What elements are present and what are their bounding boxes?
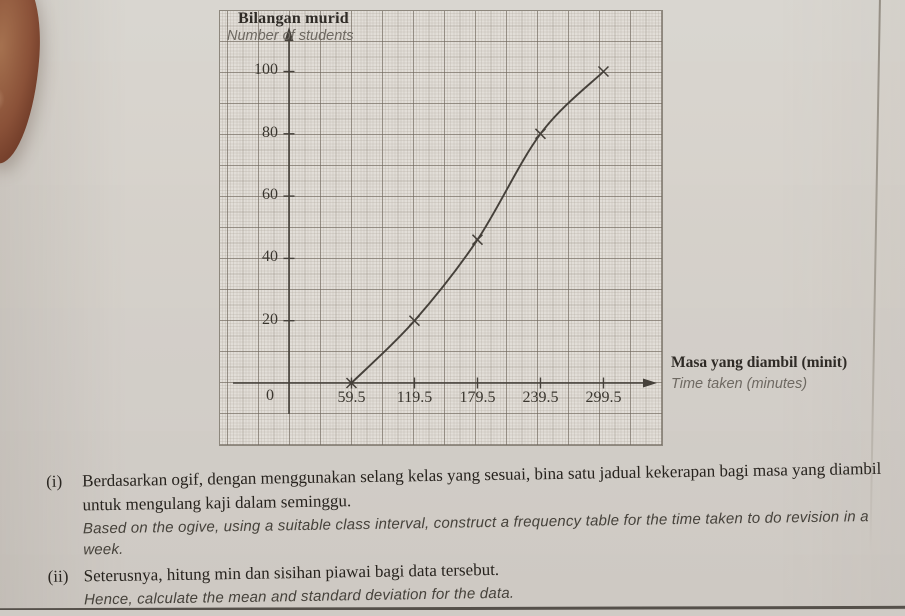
data-point-cross	[345, 377, 358, 389]
data-point-cross	[597, 65, 610, 78]
x-axis-arrowhead	[643, 378, 657, 388]
y-tick-label: 100	[254, 61, 278, 78]
question-ii: (ii) Seterusnya, hitung min dan sisihan …	[47, 552, 894, 611]
question-i-numeral: (i)	[46, 471, 63, 491]
x-tick-label: 299.5	[585, 389, 622, 406]
data-point-cross	[534, 128, 547, 140]
y-tick-label: 60	[262, 186, 278, 203]
question-ii-numeral: (ii)	[47, 566, 69, 586]
x-axis-title-english: Time taken (minutes)	[671, 376, 808, 392]
y-tick-label: 80	[262, 124, 278, 141]
origin-tick-label: 0	[266, 387, 274, 404]
ogive-chart-panel: Bilangan murid Number of students 0 59.5…	[219, 10, 663, 446]
y-axis-arrowhead	[284, 27, 294, 41]
x-tick-label: 239.5	[522, 389, 559, 406]
y-axis-title-english: Number of students	[227, 28, 354, 44]
x-tick-label: 179.5	[459, 389, 496, 406]
ogive-curve-svg	[233, 27, 657, 414]
page-bottom-margin	[0, 610, 905, 616]
x-tick-label: 59.5	[337, 389, 366, 406]
finger-holding-page	[0, 0, 48, 167]
x-axis-title-malay: Masa yang diambil (minit)	[671, 354, 848, 371]
y-tick-label: 40	[262, 248, 278, 265]
ogive-curve	[350, 70, 605, 384]
data-point-cross	[408, 315, 421, 327]
y-axis-title-malay: Bilangan murid	[238, 10, 349, 27]
y-tick-label: 20	[262, 311, 278, 328]
x-tick-label: 119.5	[396, 389, 433, 406]
data-point-cross	[471, 234, 484, 246]
question-i: (i) Berdasarkan ogif, dengan menggunakan…	[46, 457, 893, 561]
question-block: (i) Berdasarkan ogif, dengan menggunakan…	[46, 457, 894, 611]
